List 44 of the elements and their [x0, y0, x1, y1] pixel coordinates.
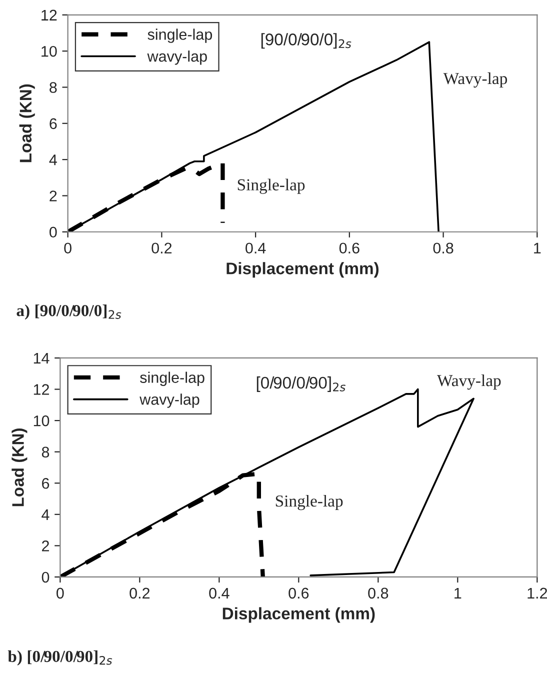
x-tick-label: 0: [64, 242, 72, 254]
y-tick-label: 12: [42, 10, 57, 20]
x-tick-label: 0.4: [246, 242, 266, 254]
x-tick-label: 0.8: [368, 588, 388, 599]
x-tick-label: 1: [454, 588, 462, 598]
y-tick-label: 12: [34, 384, 49, 395]
annotation: Wavy-lap: [437, 374, 501, 390]
y-tick-label: 4: [42, 509, 50, 520]
y-tick-label: 14: [34, 353, 50, 364]
y-axis-title: Load (KN): [12, 428, 28, 506]
x-tick-label: 1.2: [528, 588, 547, 598]
y-tick-label: 0: [42, 572, 50, 583]
y-tick-label: 10: [34, 415, 50, 426]
legend-label: wavy-lap: [140, 394, 200, 408]
text: a) [90/0/90/0]$_{2s}$: [16, 304, 122, 320]
y-axis-title: Load (KN): [19, 84, 35, 162]
x-tick-label: 0: [56, 588, 64, 599]
x-tick-label: 0.8: [433, 242, 454, 254]
y-tick-label: 4: [49, 154, 57, 166]
annotation: Wavy-lap: [443, 72, 508, 88]
y-tick-label: 6: [42, 478, 50, 489]
x-tick-label: 0.2: [130, 588, 150, 599]
x-tick-label: 1: [534, 242, 541, 254]
annotation: Single-lap: [238, 178, 305, 194]
legend-label: wavy-lap: [147, 50, 207, 65]
text: b) [0/90/0/90]$_{2s}$: [8, 650, 112, 666]
annotation: Single-lap: [276, 494, 343, 510]
x-tick-label: 0.6: [339, 242, 360, 254]
x-axis-title: Displacement (mm): [226, 262, 379, 278]
x-tick-label: 0.6: [288, 588, 309, 599]
y-tick-label: 2: [50, 190, 57, 202]
y-tick-label: 2: [42, 540, 49, 552]
y-tick-label: 10: [42, 46, 57, 57]
legend-label: single-lap: [148, 28, 212, 43]
legend-label: single-lap: [140, 372, 204, 386]
x-tick-label: 0.4: [209, 588, 230, 599]
x-tick-label: 0.2: [152, 242, 172, 254]
x-axis-title: Displacement (mm): [222, 607, 375, 623]
annotation: [0/90/0/90]$_{2s}$: [256, 376, 346, 392]
annotation: [90/0/90/0]$_{2s}$: [261, 33, 352, 49]
y-tick-label: 8: [42, 446, 50, 458]
y-tick-label: 6: [50, 118, 57, 130]
y-tick-label: 8: [50, 82, 57, 93]
y-tick-label: 0: [50, 226, 57, 238]
